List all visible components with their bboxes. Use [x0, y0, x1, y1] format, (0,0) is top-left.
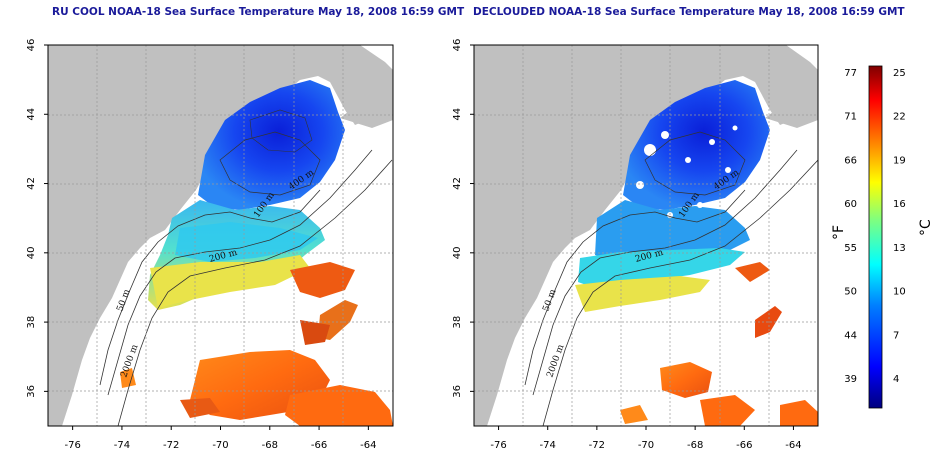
y-tick-label: 42	[452, 177, 463, 190]
left-map-panel: 400 m 100 m 200 m 50 m 2000 m	[47, 44, 394, 427]
fahrenheit-tick-label: 60	[844, 199, 857, 210]
shelf-cyan-band	[578, 248, 745, 290]
gulf-stream-patch-3	[755, 306, 782, 338]
gulf-stream-patch-5	[300, 320, 330, 345]
fahrenheit-tick-label: 50	[844, 287, 857, 298]
celsius-tick-label: 7	[893, 330, 899, 341]
colorbar: 77 71 66 60 55 50 44 39 25 22 19 16 13 10 7 4 °F °C	[831, 65, 934, 409]
nearshore-warm	[150, 255, 310, 308]
shelf-sst	[595, 200, 750, 262]
gulf-stream-patch-6	[120, 368, 136, 388]
x-tick-label: -70	[212, 440, 228, 451]
y-tick-label: 46	[452, 39, 463, 52]
bathymetry-50m	[524, 189, 746, 386]
cloud-masked-gaps	[636, 125, 738, 218]
x-tick-label: -66	[736, 440, 752, 451]
fahrenheit-tick-label: 77	[844, 68, 857, 79]
celsius-tick-label: 22	[893, 112, 906, 123]
celsius-label: °C	[918, 219, 934, 236]
x-tick-label: -64	[360, 440, 376, 451]
gulf-stream-patch-6	[620, 405, 648, 424]
gulf-stream-patch-7	[180, 398, 220, 418]
y-tick-label: 36	[452, 385, 463, 398]
x-tick-label: -70	[638, 440, 654, 451]
celsius-tick-label: 16	[893, 199, 906, 210]
fahrenheit-label: °F	[831, 225, 847, 240]
celsius-tick-label: 19	[893, 155, 906, 166]
gulf-of-maine-sst	[198, 80, 345, 210]
grid-lines	[474, 45, 818, 426]
gulf-stream-patch-2	[285, 385, 393, 426]
bathymetry-2000m	[542, 159, 818, 426]
left-panel-title: RU COOL NOAA-18 Sea Surface Temperature …	[52, 6, 465, 18]
fahrenheit-tick-label: 71	[844, 112, 857, 123]
colorbar-ticks: 77 71 66 60 55 50 44 39 25 22 19 16 13 10 7 4	[844, 68, 905, 385]
axis-ticks: -76 -74 -72 -70 -68 -66 -64 46 44 42 40 38 36 -76 -74 -…	[26, 39, 802, 451]
grid-lines	[48, 45, 393, 426]
y-tick-label: 44	[452, 108, 463, 121]
colorbar-gradient	[868, 65, 883, 409]
x-tick-label: -74	[540, 440, 556, 451]
fahrenheit-tick-label: 44	[844, 330, 857, 341]
bathymetry-200m	[107, 149, 373, 396]
celsius-tick-label: 25	[893, 68, 906, 79]
fahrenheit-tick-label: 39	[844, 374, 857, 385]
bathymetry-50m	[99, 189, 321, 386]
y-tick-label: 42	[26, 177, 37, 190]
gulf-stream-patch-5	[780, 400, 818, 426]
x-tick-label: -64	[785, 440, 801, 451]
gulf-stream-patch-4	[290, 262, 355, 298]
fahrenheit-tick-label: 55	[844, 243, 857, 254]
bathymetry-gom	[644, 131, 746, 196]
right-panel-title: DECLOUDED NOAA-18 Sea Surface Temperatur…	[473, 6, 905, 18]
y-tick-label: 40	[452, 246, 463, 259]
x-tick-label: -66	[311, 440, 327, 451]
x-tick-label: -68	[687, 440, 703, 451]
y-tick-label: 38	[26, 316, 37, 329]
y-tick-label: 40	[26, 246, 37, 259]
gulf-stream-patch-4	[735, 262, 770, 282]
nearshore-warm	[575, 276, 710, 312]
bathymetry-200m	[532, 149, 798, 396]
land-mass	[48, 45, 393, 426]
shelf-cyan-band	[175, 222, 318, 262]
celsius-tick-label: 4	[893, 374, 899, 385]
y-tick-label: 46	[26, 39, 37, 52]
y-tick-label: 38	[452, 316, 463, 329]
celsius-tick-label: 10	[893, 287, 906, 298]
gulf-of-maine-sst	[623, 80, 770, 210]
bathymetry-2000m	[117, 159, 393, 426]
x-tick-label: -76	[490, 440, 506, 451]
bathymetry-gom	[219, 131, 321, 196]
fahrenheit-tick-label: 66	[844, 155, 857, 166]
gulf-stream-patch-1	[660, 362, 712, 398]
x-tick-label: -72	[589, 440, 605, 451]
nova-scotia-land	[765, 78, 818, 128]
bathymetry-gom-inner	[249, 109, 313, 153]
x-tick-label: -76	[64, 440, 80, 451]
nova-scotia-land	[340, 78, 393, 128]
gulf-stream-patch-2	[700, 395, 755, 426]
y-tick-label: 36	[26, 385, 37, 398]
y-tick-label: 44	[26, 108, 37, 121]
land-mass	[474, 45, 818, 426]
x-tick-label: -72	[163, 440, 179, 451]
x-tick-label: -68	[262, 440, 278, 451]
right-map-panel: 400 m 100 m 200 m 50 m 2000 m	[473, 44, 819, 427]
celsius-tick-label: 13	[893, 243, 906, 254]
x-tick-label: -74	[114, 440, 130, 451]
